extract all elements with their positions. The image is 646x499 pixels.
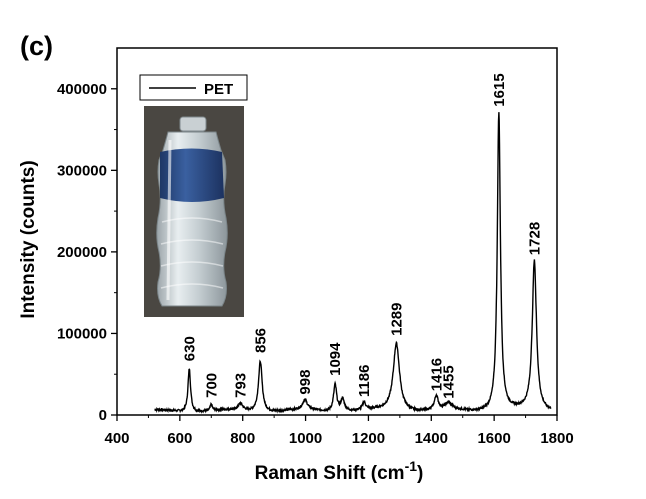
peak-label: 700 — [203, 373, 220, 398]
x-tick-label: 1000 — [289, 430, 322, 447]
y-tick-label: 0 — [99, 407, 107, 424]
y-tick-label: 100000 — [57, 325, 107, 342]
peak-label: 998 — [297, 370, 314, 395]
x-tick-label: 400 — [104, 430, 129, 447]
peak-label: 1094 — [327, 342, 344, 376]
peak-label: 1455 — [441, 365, 458, 398]
panel-label: (c) — [20, 31, 53, 61]
legend-label-pet: PET — [204, 81, 233, 98]
peak-label: 1728 — [526, 222, 543, 255]
x-tick-label: 600 — [167, 430, 192, 447]
x-tick-label: 1200 — [352, 430, 385, 447]
x-axis-label: Raman Shift (cm-1) — [255, 458, 424, 484]
peak-label: 1289 — [388, 303, 405, 336]
x-tick-label: 800 — [230, 430, 255, 447]
series-pet-line — [154, 112, 552, 414]
x-axis-label-text: Raman Shift (cm — [255, 463, 405, 484]
bottle-label — [160, 148, 224, 202]
peak-label: 856 — [252, 328, 269, 353]
y-axis-label: Intensity (counts) — [18, 160, 39, 318]
y-tick-label: 400000 — [57, 81, 107, 98]
x-tick-label: 1600 — [477, 430, 510, 447]
water-bottle-icon — [156, 116, 228, 307]
bottle-photo — [144, 106, 244, 317]
peak-label: 1186 — [356, 365, 373, 398]
plot-frame — [116, 47, 558, 416]
peak-label: 630 — [181, 336, 198, 361]
peak-label: 1615 — [491, 73, 508, 106]
y-tick-label: 300000 — [57, 162, 107, 179]
y-tick-label: 200000 — [57, 244, 107, 261]
peak-label: 1416 — [428, 358, 445, 391]
legend: PET — [139, 74, 248, 101]
axis-ticks: 400 600 800 1000 1200 1400 1600 1800 0 100000 2000… — [57, 81, 574, 447]
x-tick-label: 1800 — [540, 430, 573, 447]
peak-label: 793 — [233, 373, 250, 398]
x-tick-label: 1400 — [415, 430, 448, 447]
x-axis-label-suffix: ) — [417, 463, 423, 484]
x-axis-label-superscript: -1 — [405, 458, 418, 474]
